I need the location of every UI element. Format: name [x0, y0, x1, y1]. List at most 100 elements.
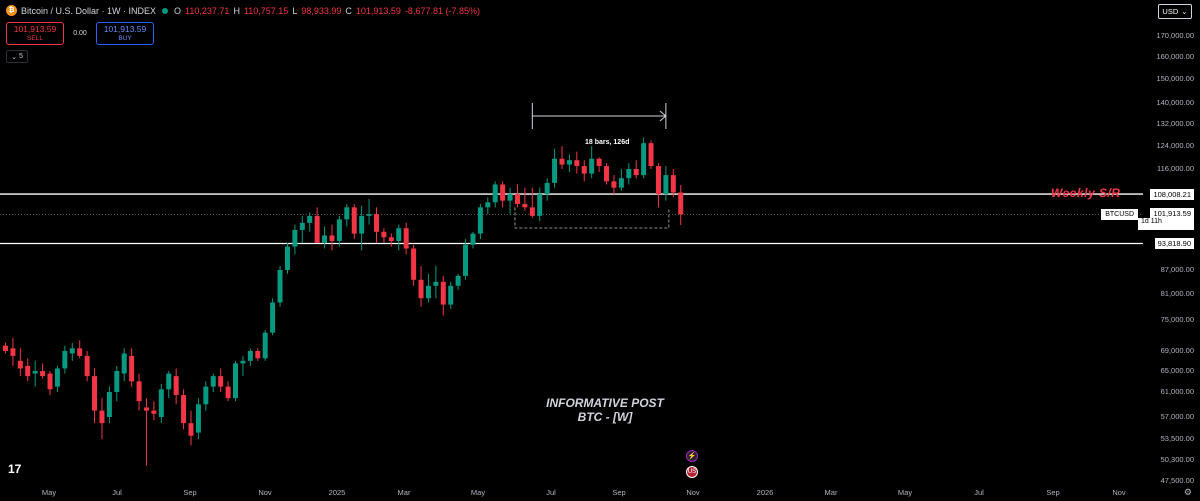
candle[interactable] — [314, 207, 320, 243]
candle[interactable] — [25, 358, 31, 382]
candle[interactable] — [648, 140, 654, 169]
candle[interactable] — [17, 348, 23, 377]
candle[interactable] — [529, 187, 535, 218]
candle[interactable] — [396, 224, 402, 251]
candle[interactable] — [114, 365, 120, 402]
candle[interactable] — [463, 239, 469, 280]
candle[interactable] — [604, 163, 610, 185]
candle[interactable] — [181, 389, 187, 430]
sell-button[interactable]: 101,913.59 SELL — [6, 22, 64, 45]
candle[interactable] — [351, 203, 357, 240]
candle[interactable] — [32, 360, 38, 387]
symbol-title[interactable]: Bitcoin / U.S. Dollar · 1W · INDEX — [21, 5, 157, 16]
candle[interactable] — [641, 137, 647, 179]
candle[interactable] — [218, 368, 224, 392]
candle[interactable] — [255, 348, 261, 361]
candle[interactable] — [54, 365, 60, 392]
candle[interactable] — [433, 265, 439, 299]
candle[interactable] — [106, 386, 112, 424]
candle[interactable] — [500, 181, 506, 208]
event-us-flag-icon[interactable]: US — [686, 466, 698, 478]
weekly-sr-label[interactable]: Weekly S/R — [1051, 186, 1121, 200]
candle[interactable] — [322, 226, 328, 249]
candle[interactable] — [262, 330, 268, 361]
candle[interactable] — [188, 410, 194, 446]
candle[interactable] — [40, 363, 46, 379]
candle[interactable] — [477, 203, 483, 240]
candle[interactable] — [611, 175, 617, 195]
indicators-collapse-button[interactable]: ⌄ 5 — [6, 50, 28, 63]
candle[interactable] — [485, 197, 491, 215]
candle[interactable] — [329, 224, 335, 251]
candle[interactable] — [411, 244, 417, 286]
candle[interactable] — [522, 187, 528, 211]
candle[interactable] — [240, 355, 246, 377]
candle[interactable] — [359, 205, 365, 251]
candle[interactable] — [143, 398, 149, 466]
candle[interactable] — [277, 265, 283, 307]
currency-select[interactable]: USD ⌄ — [1158, 4, 1192, 19]
candle[interactable] — [77, 340, 83, 359]
candle[interactable] — [678, 185, 684, 225]
gear-icon[interactable]: ⚙ — [1183, 487, 1192, 497]
candle[interactable] — [233, 360, 239, 402]
candle[interactable] — [514, 184, 520, 208]
candle[interactable] — [544, 178, 550, 201]
candle[interactable] — [374, 207, 379, 243]
candle[interactable] — [151, 401, 157, 421]
candle[interactable] — [581, 160, 587, 182]
candle[interactable] — [62, 345, 68, 374]
candle[interactable] — [537, 187, 543, 222]
candle[interactable] — [84, 351, 90, 382]
candle[interactable] — [559, 146, 565, 169]
candle[interactable] — [381, 228, 387, 243]
post-note[interactable]: INFORMATIVE POST BTC - [W] — [530, 396, 680, 424]
candle[interactable] — [596, 157, 602, 173]
candle[interactable] — [99, 398, 105, 439]
candle[interactable] — [574, 151, 580, 174]
candle[interactable] — [3, 342, 8, 354]
candle[interactable] — [589, 146, 595, 179]
candle[interactable] — [552, 148, 558, 188]
candle[interactable] — [195, 398, 201, 439]
candle[interactable] — [448, 281, 454, 309]
candle[interactable] — [655, 163, 661, 208]
candle[interactable] — [440, 275, 446, 316]
candle[interactable] — [388, 233, 394, 247]
date-range-label[interactable]: 18 bars, 126d — [585, 139, 630, 146]
candle[interactable] — [299, 215, 305, 243]
candle[interactable] — [492, 181, 498, 208]
candle[interactable] — [136, 373, 142, 411]
candle[interactable] — [173, 368, 179, 405]
candle[interactable] — [92, 368, 98, 424]
candle[interactable] — [418, 265, 424, 307]
candle[interactable] — [566, 154, 572, 173]
candle[interactable] — [670, 169, 676, 198]
candle[interactable] — [247, 348, 253, 366]
candle[interactable] — [47, 371, 53, 396]
candle[interactable] — [344, 203, 350, 227]
candle[interactable] — [626, 163, 632, 185]
candle[interactable] — [225, 381, 231, 402]
candle[interactable] — [292, 224, 298, 255]
candle[interactable] — [403, 222, 409, 255]
candle[interactable] — [129, 348, 135, 387]
buy-button[interactable]: 101,913.59 BUY — [96, 22, 154, 45]
candle[interactable] — [633, 160, 639, 179]
candle[interactable] — [470, 231, 476, 249]
candle[interactable] — [158, 383, 164, 424]
candle[interactable] — [270, 298, 276, 336]
candle[interactable] — [203, 381, 209, 411]
candle[interactable] — [507, 187, 513, 215]
candle[interactable] — [336, 215, 342, 247]
candle[interactable] — [69, 343, 75, 361]
candle[interactable] — [166, 371, 172, 399]
candle[interactable] — [121, 348, 127, 382]
candle[interactable] — [663, 166, 669, 201]
candle[interactable] — [210, 373, 216, 392]
candle[interactable] — [366, 198, 372, 225]
event-lightning-icon[interactable]: ⚡ — [686, 450, 698, 462]
candle[interactable] — [618, 169, 624, 191]
candle[interactable] — [307, 212, 313, 232]
